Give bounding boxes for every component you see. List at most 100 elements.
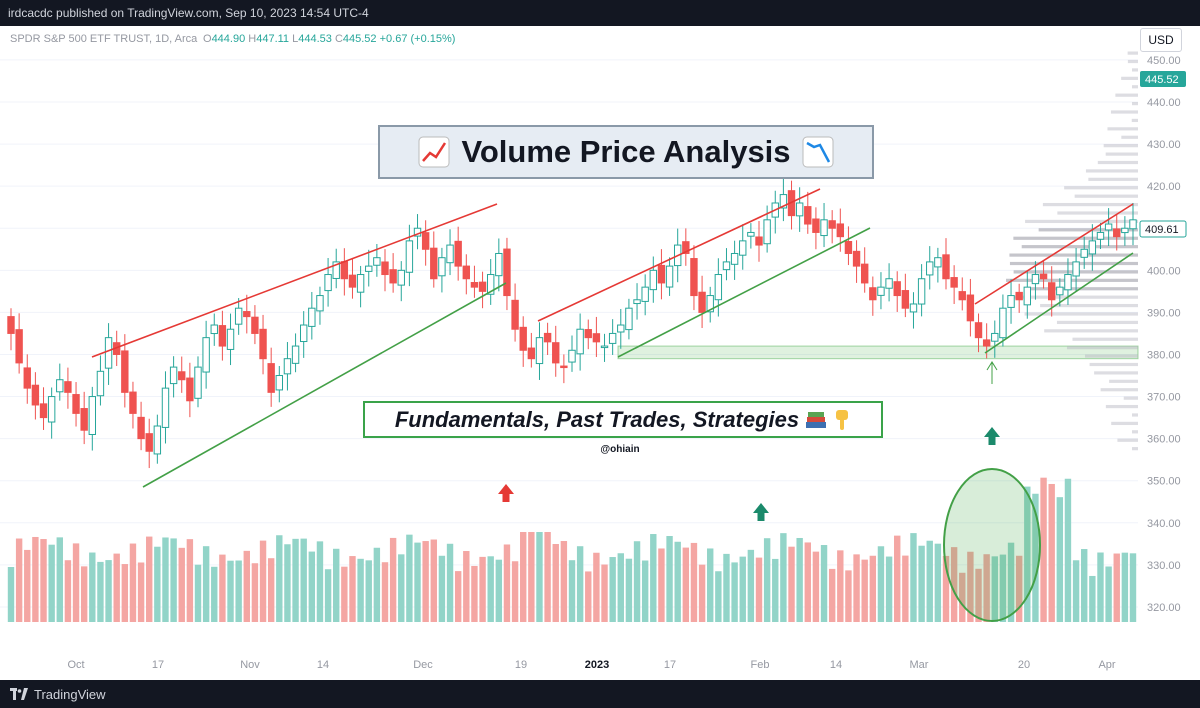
green-arrow-icon	[988, 437, 996, 445]
volume-bar	[1024, 486, 1031, 622]
volume-bar	[365, 560, 372, 622]
candle-body	[104, 337, 113, 369]
candle-body	[259, 328, 267, 360]
resistance-line	[974, 203, 1134, 305]
profile-bar	[1011, 295, 1138, 299]
volume-bar	[739, 556, 746, 622]
candle-body	[316, 295, 324, 312]
ohlc-value: O	[203, 33, 212, 45]
chart-area[interactable]: 320.00 330.00 340.00 350.00 360.00 370.00 380.…	[0, 26, 1200, 680]
volume-bar	[885, 556, 893, 622]
volume-bar	[747, 549, 755, 622]
marker-price-tag	[1139, 220, 1187, 238]
candle-body	[714, 274, 723, 301]
volume-bar	[950, 547, 958, 622]
candle-body	[1039, 273, 1048, 280]
candle-body	[308, 307, 316, 327]
ohlc-value: 445.52	[343, 33, 377, 45]
candle-body	[251, 316, 259, 334]
candle-body	[722, 261, 731, 271]
candle-body	[31, 384, 40, 406]
title-text: Volume Price Analysis	[461, 134, 791, 169]
ohlc-values: O444.90 H447.11 L444.53 C445.52 +0.67 (+…	[203, 33, 455, 45]
time-tick-label: Dec	[413, 659, 433, 671]
candle-body	[169, 366, 178, 385]
author-handle: @ohiain	[600, 444, 640, 455]
candle-body	[795, 202, 804, 217]
support-line	[617, 227, 871, 358]
volume-bar	[259, 540, 267, 622]
volume-bar	[682, 547, 690, 622]
time-tick-label: Feb	[751, 659, 770, 671]
volume-bar	[471, 565, 478, 622]
title-banner: Volume Price Analysis	[378, 125, 874, 179]
volume-bar	[406, 534, 413, 622]
volume-bar	[609, 557, 616, 622]
red-arrow-icon	[498, 484, 514, 494]
time-tick-label: Nov	[240, 659, 260, 671]
candles	[7, 177, 1137, 469]
symbol-label: SPDR S&P 500 ETF TRUST, 1D, Arca	[10, 33, 198, 45]
candle-body	[161, 387, 170, 428]
profile-bar	[1064, 186, 1138, 190]
profile-bar	[1094, 371, 1138, 375]
candle-body	[178, 371, 186, 381]
time-tick-label: 20	[1018, 659, 1030, 671]
candle-body	[23, 367, 31, 389]
profile-bar	[1132, 413, 1138, 417]
profile-bar	[1123, 396, 1138, 400]
trend-lines	[91, 188, 1134, 488]
volume-bar	[154, 546, 161, 622]
profile-bar	[1121, 135, 1138, 139]
profile-bar	[1115, 93, 1138, 97]
candle-body	[560, 365, 568, 369]
volume-bar	[845, 570, 852, 622]
candle-body	[153, 425, 162, 455]
time-tick-label: Oct	[67, 659, 84, 671]
price-chart[interactable]: 320.00 330.00 340.00 350.00 360.00 370.00 380.…	[0, 26, 1200, 680]
volume-bar	[926, 540, 933, 622]
candle-body	[950, 277, 958, 288]
ohlc-value: 447.11	[256, 33, 289, 45]
currency-button[interactable]: USD	[1140, 28, 1182, 52]
volume-bar	[991, 556, 998, 622]
candle-body	[999, 307, 1007, 339]
price-tick-label: 330.00	[1147, 560, 1181, 572]
candle-body	[1129, 219, 1137, 230]
volume-bar	[528, 532, 535, 622]
candle-body	[698, 291, 706, 313]
volume-bar	[1105, 566, 1112, 622]
published-bar: irdcacdc published on TradingView.com, S…	[0, 0, 1200, 26]
profile-bar	[1042, 202, 1138, 207]
volume-bar	[690, 542, 698, 622]
candle-body	[820, 219, 828, 237]
volume-bar	[235, 560, 242, 622]
volume-bar	[902, 555, 909, 622]
marker-price-label: 409.61	[1145, 224, 1179, 236]
time-tick-label: 17	[664, 659, 676, 671]
profile-bar	[1132, 102, 1138, 106]
candle-body	[982, 339, 991, 347]
volume-bar	[585, 571, 592, 622]
candle-body	[1015, 291, 1023, 301]
volume-bar	[324, 569, 332, 622]
volume-bar	[633, 541, 641, 622]
candle-body	[373, 257, 381, 266]
candle-body	[234, 307, 243, 325]
volume-bar	[349, 556, 356, 622]
ohlc-value: L	[289, 33, 298, 45]
resistance-line	[91, 203, 498, 358]
candle-body	[1007, 295, 1015, 308]
profile-bar	[1006, 278, 1138, 282]
time-tick-label: 2023	[585, 659, 609, 671]
volume-bar	[1032, 493, 1039, 622]
volume-bar	[772, 558, 779, 622]
price-tick-label: 380.00	[1147, 349, 1181, 361]
profile-bar	[1085, 169, 1138, 173]
volume-bar	[1040, 477, 1047, 622]
volume-bar	[568, 560, 576, 622]
last-price-tag	[1140, 71, 1186, 87]
volume-bar	[666, 536, 673, 622]
volume-bar	[544, 532, 551, 622]
profile-bar	[1057, 211, 1138, 215]
